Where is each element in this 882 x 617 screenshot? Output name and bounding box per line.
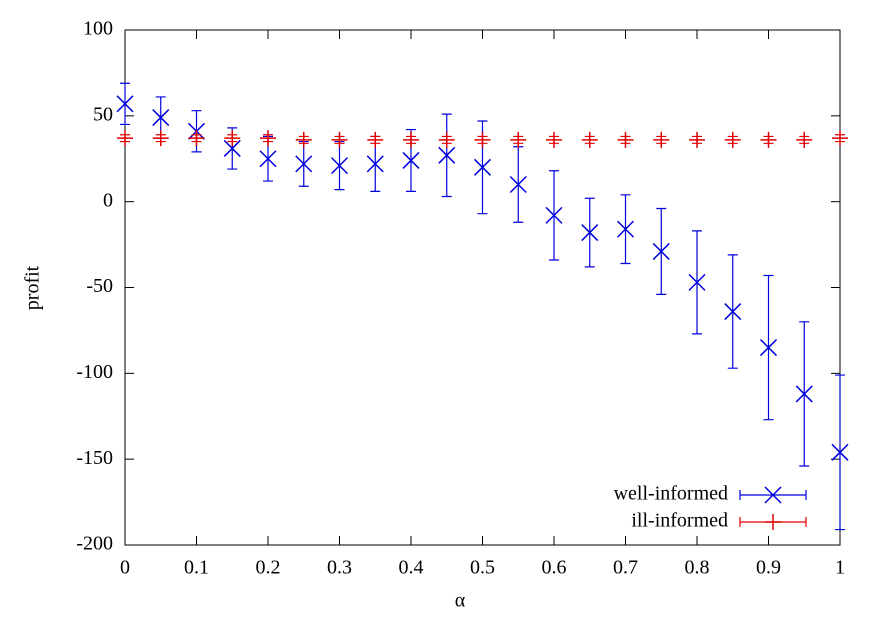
x-tick-label: 0.7 [613,557,638,579]
data-point [616,220,635,238]
data-point [581,131,598,148]
x-tick-label: 0.4 [399,557,424,579]
y-tick-label: -100 [76,361,113,383]
legend-label: ill-informed [631,510,728,532]
y-tick-label: -50 [86,275,113,297]
y-tick-label: 0 [103,189,113,211]
x-tick-label: 0.5 [470,557,495,579]
data-point [689,131,705,148]
x-tick-label: 0.2 [256,557,281,579]
data-point [152,130,169,147]
data-point [509,175,527,194]
data-point [116,95,134,113]
data-point [832,130,848,147]
data-point [117,130,133,147]
data-point [760,131,777,148]
data-point [795,385,813,403]
data-point [546,131,562,148]
data-point [188,130,205,147]
data-point [330,157,349,175]
y-axis-label: profit [22,265,44,310]
data-point [581,224,599,242]
legend-marker [764,486,782,504]
data-point [617,131,634,148]
data-point [331,131,348,148]
data-point [366,155,384,173]
x-axis-label: α [455,590,466,612]
data-point [152,109,170,127]
data-point [259,150,277,168]
data-point [724,303,742,321]
data-point [724,131,741,148]
x-tick-label: 0.6 [542,557,567,579]
data-point [438,131,455,148]
data-point [224,130,241,147]
data-point [260,130,276,147]
data-point [367,131,384,148]
data-point [510,131,527,148]
x-tick-label: 0.9 [756,557,781,579]
data-point [402,151,420,169]
x-tick-label: 0.3 [327,557,352,579]
x-tick-label: 1 [835,557,845,579]
x-tick-label: 0.8 [685,557,710,579]
legend-marker [765,514,781,530]
data-point [831,443,849,461]
data-point [403,131,419,148]
y-tick-label: -200 [76,533,113,555]
data-point [545,206,563,224]
y-tick-label: 100 [83,18,113,40]
data-point [474,131,491,148]
data-point [759,339,778,357]
legend-label: well-informed [614,483,728,505]
data-point [473,158,492,176]
y-tick-label: 50 [93,103,113,125]
data-point [796,131,813,148]
data-point [653,131,670,148]
data-point [438,146,456,164]
data-point [223,139,241,157]
data-point [295,131,312,148]
x-tick-label: 0 [120,557,130,579]
data-point [295,155,313,173]
x-tick-label: 0.1 [184,557,209,579]
data-point [688,273,706,291]
data-point [652,242,670,260]
y-tick-label: -150 [76,447,113,469]
